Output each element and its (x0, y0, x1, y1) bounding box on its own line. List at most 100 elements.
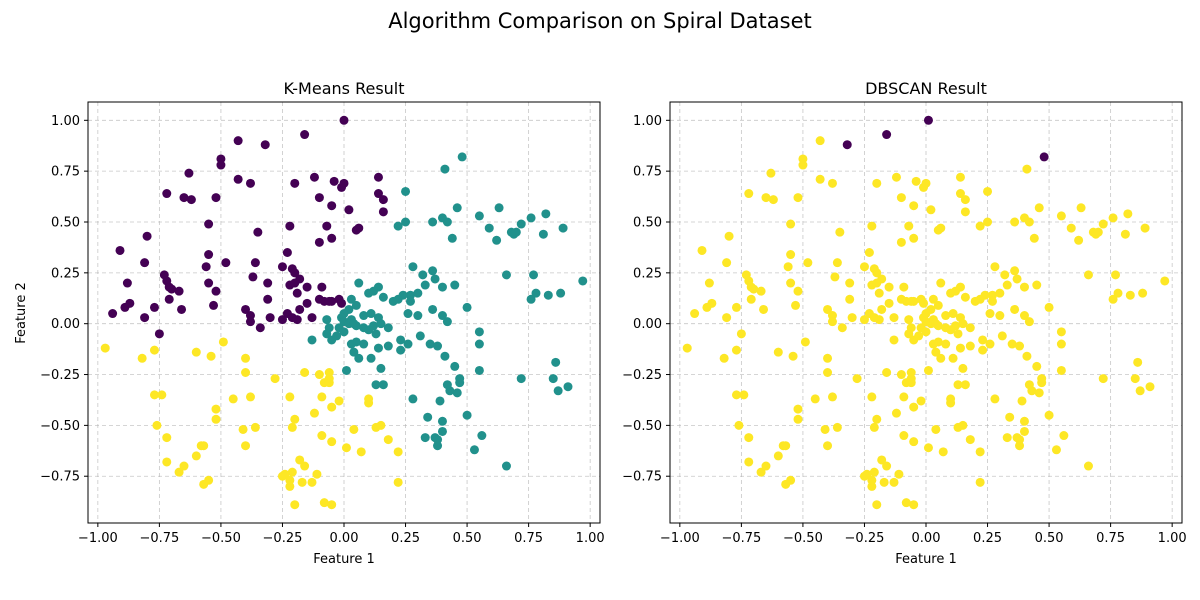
kmeans-point-cluster-0 (162, 189, 172, 199)
dbscan-point-cluster (859, 471, 869, 481)
dbscan-point-cluster (1019, 426, 1029, 436)
kmeans-point-cluster-2 (327, 402, 337, 412)
kmeans-point-cluster-0 (307, 313, 317, 323)
dbscan-point-outlier (923, 115, 933, 125)
dbscan-point-cluster (1074, 235, 1084, 245)
kmeans-point-cluster-2 (309, 408, 319, 418)
dbscan-point-cluster (1010, 217, 1020, 227)
dbscan-point-cluster (1032, 361, 1042, 371)
kmeans-point-cluster-2 (349, 424, 359, 434)
dbscan-point-cluster (955, 343, 965, 353)
figure-suptitle: Algorithm Comparison on Spiral Dataset (388, 9, 812, 33)
kmeans-point-cluster-1 (511, 227, 521, 237)
dbscan-point-cluster (941, 311, 951, 321)
kmeans-point-cluster-2 (270, 374, 280, 384)
dbscan-point-cluster (896, 193, 906, 203)
kmeans-point-cluster-2 (376, 420, 386, 430)
kmeans-point-cluster-1 (492, 235, 502, 245)
dbscan-point-cluster (872, 500, 882, 510)
kmeans-point-cluster-2 (152, 420, 162, 430)
kmeans-point-cluster-1 (378, 380, 388, 390)
kmeans-point-cluster-1 (437, 426, 447, 436)
kmeans-point-cluster-0 (255, 323, 265, 333)
dbscan-point-cluster (823, 353, 833, 363)
dbscan-point-cluster (1019, 416, 1029, 426)
dbscan-point-cluster (835, 227, 845, 237)
dbscan-point-cluster (845, 278, 855, 288)
dbscan-point-cluster (793, 193, 803, 203)
dbscan-ticks: −1.00 −0.75 −0.50 −0.25 0.00 0.25 0.50 0.75 1.00… (622, 114, 1186, 546)
kmeans-point-cluster-2 (383, 435, 393, 445)
dbscan-point-cluster (931, 319, 941, 329)
kmeans-point-cluster-1 (413, 288, 423, 298)
kmeans-point-cluster-0 (339, 178, 349, 188)
kmeans-point-cluster-1 (307, 335, 317, 345)
dbscan-point-cluster (914, 331, 924, 341)
dbscan-point-cluster (923, 365, 933, 375)
dbscan-point-cluster (739, 390, 749, 400)
dbscan-point-cluster (1002, 280, 1012, 290)
dbscan-point-cluster (872, 414, 882, 424)
dbscan-point-cluster (761, 461, 771, 471)
kmeans-point-cluster-1 (428, 217, 438, 227)
dbscan-point-cluster (845, 294, 855, 304)
dbscan-point-cluster (859, 262, 869, 272)
dbscan-point-cluster (928, 339, 938, 349)
dbscan-ytick-label: 0.00 (633, 317, 662, 332)
dbscan-ytick-label: 0.50 (633, 215, 662, 230)
kmeans-point-cluster-1 (462, 302, 472, 312)
kmeans-point-cluster-1 (462, 410, 472, 420)
kmeans-point-cluster-1 (477, 431, 487, 441)
kmeans-point-cluster-0 (125, 298, 135, 308)
kmeans-point-cluster-1 (401, 217, 411, 227)
kmeans-point-cluster-0 (204, 250, 214, 260)
dbscan-point-cluster (1113, 288, 1123, 298)
dbscan-point-cluster (1059, 431, 1069, 441)
kmeans-ytick-label: 0.50 (51, 215, 80, 230)
dbscan-point-cluster (1037, 378, 1047, 388)
dbscan-point-cluster (704, 278, 714, 288)
dbscan-point-cluster (891, 172, 901, 182)
kmeans-point-cluster-1 (474, 327, 484, 337)
kmeans-point-cluster-0 (179, 193, 189, 203)
kmeans-point-cluster-1 (437, 416, 447, 426)
kmeans-point-cluster-0 (115, 245, 125, 255)
kmeans-point-cluster-1 (440, 351, 450, 361)
kmeans-point-cluster-1 (551, 357, 561, 367)
kmeans-point-cluster-2 (162, 457, 172, 467)
kmeans-point-cluster-1 (322, 329, 332, 339)
kmeans-point-cluster-2 (317, 431, 327, 441)
dbscan-point-cluster (906, 374, 916, 384)
kmeans-point-cluster-1 (457, 152, 467, 162)
kmeans-point-cluster-2 (245, 392, 255, 402)
kmeans-point-cluster-2 (287, 467, 297, 477)
dbscan-point-cluster (1029, 233, 1039, 243)
kmeans-point-cluster-0 (177, 304, 187, 314)
dbscan-point-cluster (919, 298, 929, 308)
dbscan-point-cluster (978, 345, 988, 355)
dbscan-point-cluster (1138, 288, 1148, 298)
kmeans-point-cluster-1 (354, 278, 364, 288)
dbscan-point-cluster (1056, 339, 1066, 349)
kmeans-point-cluster-2 (317, 392, 327, 402)
dbscan-point-cluster (864, 248, 874, 258)
dbscan-point-cluster (1056, 365, 1066, 375)
kmeans-point-cluster-0 (314, 193, 324, 203)
kmeans-xlabel: Feature 1 (313, 552, 375, 567)
kmeans-point-cluster-1 (413, 311, 423, 321)
dbscan-ytick-label: −0.75 (622, 470, 662, 485)
dbscan-point-cluster (832, 258, 842, 268)
dbscan-point-cluster (793, 286, 803, 296)
dbscan-point-cluster (884, 282, 894, 292)
kmeans-point-cluster-0 (233, 136, 243, 146)
kmeans-point-cluster-1 (423, 412, 433, 422)
kmeans-point-cluster-2 (319, 498, 329, 508)
dbscan-point-cluster (899, 431, 909, 441)
dbscan-point-cluster (756, 286, 766, 296)
dbscan-xtick-label: 0.25 (973, 531, 1002, 546)
kmeans-point-cluster-1 (452, 388, 462, 398)
dbscan-point-cluster (990, 394, 1000, 404)
dbscan-point-cluster (975, 294, 985, 304)
kmeans-point-cluster-1 (543, 290, 553, 300)
kmeans-ytick-label: −0.75 (40, 470, 80, 485)
